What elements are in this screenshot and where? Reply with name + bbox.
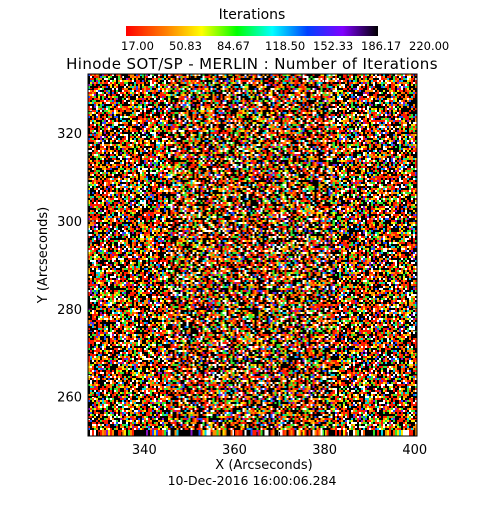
colorbar-tick-label: 50.83 <box>169 39 202 53</box>
x-axis-label: X (Arcseconds) <box>215 458 312 473</box>
y-tick-label: 280 <box>57 303 82 318</box>
x-tick-label: 400 <box>402 443 427 458</box>
colorbar-title: Iterations <box>219 7 286 23</box>
y-tick-label: 260 <box>57 391 82 406</box>
colorbar-tick-label: 220.00 <box>409 39 449 53</box>
plot-frame <box>87 73 418 437</box>
colorbar-tick-label: 152.33 <box>313 39 353 53</box>
x-tick-label: 380 <box>312 443 337 458</box>
y-tick-label: 300 <box>57 215 82 230</box>
colorbar-tick-label: 84.67 <box>217 39 250 53</box>
heatmap-cells <box>88 74 417 436</box>
x-tick-label: 340 <box>132 443 157 458</box>
colorbar <box>126 26 378 36</box>
x-tick-label: 360 <box>222 443 247 458</box>
x-axis: 340 360 380 400 <box>98 74 427 458</box>
colorbar-tick-label: 17.00 <box>121 39 154 53</box>
y-axis: 260 280 300 320 <box>57 88 417 419</box>
timestamp: 10-Dec-2016 16:00:06.284 <box>168 473 337 488</box>
colorbar-tick-label: 186.17 <box>361 39 401 53</box>
y-tick-label: 320 <box>57 127 82 142</box>
colorbar-ticks: 17.00 50.83 84.67 118.50 152.33 186.17 220.00 <box>121 39 449 53</box>
colorbar-tick-label: 118.50 <box>265 39 305 53</box>
y-axis-label: Y (Arcseconds) <box>36 207 51 304</box>
heatmap <box>88 74 417 436</box>
chart-title: Hinode SOT/SP - MERLIN : Number of Itera… <box>66 55 438 73</box>
